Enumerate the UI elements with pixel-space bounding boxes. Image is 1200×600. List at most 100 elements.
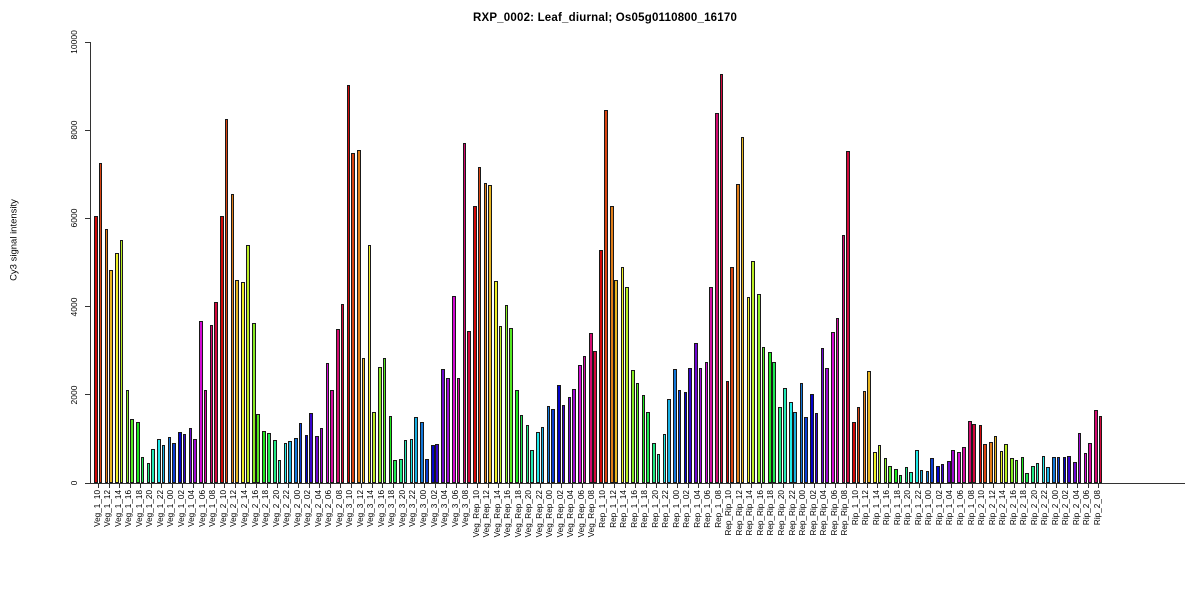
x-tick-label: Veg_1_02 xyxy=(176,490,186,527)
bar xyxy=(515,389,519,483)
bar xyxy=(1025,473,1029,483)
bar xyxy=(304,434,309,483)
y-tick-mark xyxy=(85,482,90,484)
x-tick-mark xyxy=(361,484,363,488)
x-tick-mark xyxy=(435,484,436,488)
bar xyxy=(698,368,703,483)
x-tick-label: Rip_2_22 xyxy=(1040,490,1050,526)
bar xyxy=(936,466,940,483)
x-tick-label: Rep_1_20 xyxy=(650,490,660,528)
x-tick-mark xyxy=(192,484,194,488)
bar xyxy=(572,388,576,483)
x-tick-label: Rip_1_04 xyxy=(945,490,955,526)
bar xyxy=(972,423,977,483)
bar xyxy=(810,393,814,483)
x-tick-label: Veg_3_22 xyxy=(408,490,418,527)
bar xyxy=(677,390,682,483)
x-tick-mark xyxy=(1035,484,1037,488)
bar xyxy=(862,391,867,483)
x-tick-label: Veg_1_22 xyxy=(155,490,165,527)
x-tick-label: Rip_2_10 xyxy=(977,490,987,526)
x-tick-mark xyxy=(540,484,542,488)
bar xyxy=(957,452,962,483)
bar xyxy=(504,305,509,483)
bar xyxy=(804,417,808,483)
bar xyxy=(172,443,176,483)
x-tick-mark xyxy=(171,484,173,488)
bar xyxy=(188,427,193,483)
x-tick-label: Veg_3_16 xyxy=(376,490,386,527)
x-tick-mark xyxy=(666,484,668,488)
x-tick-label: Rep_Rip_08 xyxy=(840,490,850,536)
x-tick-mark xyxy=(234,484,236,488)
bar xyxy=(694,342,698,483)
x-tick-label: Veg_3_00 xyxy=(418,490,428,527)
bar xyxy=(536,431,540,483)
bar xyxy=(473,206,477,483)
bar xyxy=(399,458,403,483)
bar xyxy=(388,416,393,483)
bar xyxy=(157,438,161,483)
bar xyxy=(193,438,197,483)
bar xyxy=(961,447,966,483)
x-tick-label: Rep_1_12 xyxy=(608,490,618,528)
bar xyxy=(614,279,619,483)
x-tick-label: Veg_1_16 xyxy=(124,490,134,527)
x-tick-mark xyxy=(298,484,300,488)
x-tick-label: Veg_Rep_04 xyxy=(566,490,576,538)
x-tick-mark xyxy=(561,484,563,488)
bar xyxy=(989,441,993,483)
bar xyxy=(1014,460,1019,483)
bar xyxy=(409,438,414,483)
bar xyxy=(414,416,418,483)
x-tick-mark xyxy=(477,484,479,488)
bar xyxy=(978,425,983,483)
x-tick-label: Veg_1_12 xyxy=(103,490,113,527)
x-tick-mark xyxy=(161,484,163,488)
x-tick-label: Rip_1_14 xyxy=(871,490,881,526)
chart-title: RXP_0002: Leaf_diurnal; Os05g0110800_161… xyxy=(472,12,738,24)
bar xyxy=(462,142,467,483)
x-tick-mark xyxy=(950,484,952,488)
bar xyxy=(146,463,151,483)
x-tick-label: Rep_Rip_14 xyxy=(745,490,755,536)
bar xyxy=(656,454,661,483)
bar xyxy=(452,295,456,483)
bar xyxy=(667,399,671,483)
x-tick-mark xyxy=(782,484,784,488)
x-tick-label: Veg_1_00 xyxy=(166,490,176,527)
bar xyxy=(525,425,530,483)
bar xyxy=(430,444,435,483)
x-tick-label: Rip_1_22 xyxy=(913,490,923,526)
bar xyxy=(445,378,450,483)
bar xyxy=(635,383,640,483)
bar xyxy=(1083,452,1088,483)
bar xyxy=(673,369,677,483)
x-tick-label: Veg_2_20 xyxy=(271,490,281,527)
x-tick-label: Rep_1_10 xyxy=(597,490,607,528)
x-tick-mark xyxy=(1077,484,1079,488)
x-tick-mark xyxy=(1098,484,1100,488)
x-tick-mark xyxy=(277,484,279,488)
x-tick-label: Veg_Rep_08 xyxy=(587,490,597,538)
x-tick-label: Veg_2_06 xyxy=(324,490,334,527)
bar xyxy=(867,371,871,483)
bar xyxy=(330,389,334,483)
x-tick-label: Veg_2_22 xyxy=(282,490,292,527)
bar xyxy=(683,392,688,483)
x-tick-mark xyxy=(1024,484,1026,488)
bar xyxy=(946,460,951,483)
x-tick-label: Rep_Rip_18 xyxy=(766,490,776,536)
x-tick-mark xyxy=(456,484,458,488)
x-tick-label: Rep_1_18 xyxy=(640,490,650,528)
x-tick-mark xyxy=(961,484,963,488)
x-tick-mark xyxy=(919,484,921,488)
x-tick-label: Rip_2_16 xyxy=(1008,490,1018,526)
bar xyxy=(178,431,182,483)
bar xyxy=(94,216,98,483)
x-tick-mark xyxy=(929,484,931,488)
bar xyxy=(494,281,498,483)
x-tick-mark xyxy=(1045,484,1047,488)
x-tick-label: Veg_Rep_22 xyxy=(534,490,544,538)
